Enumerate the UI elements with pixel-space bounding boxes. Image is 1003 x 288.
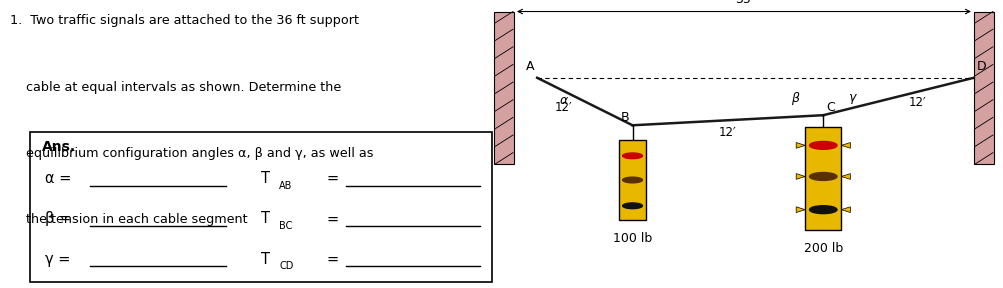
Circle shape	[808, 141, 837, 149]
Circle shape	[622, 153, 642, 159]
Circle shape	[622, 203, 642, 209]
Text: T: T	[261, 211, 270, 226]
Circle shape	[808, 173, 837, 180]
Text: C: C	[825, 101, 834, 114]
Text: γ: γ	[847, 91, 855, 104]
Polygon shape	[841, 174, 850, 179]
Text: Ans.: Ans.	[42, 140, 76, 154]
Text: =: =	[326, 171, 338, 186]
Text: BC: BC	[279, 221, 292, 231]
Text: 12′: 12′	[718, 126, 736, 139]
Text: CD: CD	[279, 262, 293, 271]
Text: γ =: γ =	[45, 252, 70, 267]
Bar	[493, 12, 514, 164]
Text: B: B	[620, 111, 629, 124]
Text: 100 lb: 100 lb	[612, 232, 652, 245]
Text: 35′: 35′	[734, 0, 752, 6]
Text: β =: β =	[45, 211, 71, 226]
Text: α =: α =	[45, 171, 71, 186]
Text: T: T	[261, 252, 270, 267]
Text: 12′: 12′	[555, 101, 572, 114]
Polygon shape	[795, 174, 804, 179]
Text: cable at equal intervals as shown. Determine the: cable at equal intervals as shown. Deter…	[10, 81, 341, 94]
Text: β: β	[790, 92, 798, 105]
Text: 12′: 12′	[908, 96, 926, 109]
Text: equilibrium configuration angles α, β and γ, as well as: equilibrium configuration angles α, β an…	[10, 147, 373, 160]
Text: A: A	[526, 60, 534, 73]
Bar	[973, 12, 993, 164]
Polygon shape	[841, 143, 850, 148]
Text: AB: AB	[279, 181, 292, 191]
Bar	[619, 140, 645, 220]
Circle shape	[622, 177, 642, 183]
Text: T: T	[261, 171, 270, 186]
Circle shape	[808, 206, 837, 214]
Bar	[30, 132, 491, 282]
Text: α: α	[559, 94, 567, 107]
Polygon shape	[795, 143, 804, 148]
Text: =: =	[326, 211, 338, 226]
Polygon shape	[795, 207, 804, 213]
Bar	[804, 127, 841, 230]
Text: D: D	[976, 60, 986, 73]
Text: 1.  Two traffic signals are attached to the 36 ft support: 1. Two traffic signals are attached to t…	[10, 14, 359, 27]
Polygon shape	[841, 207, 850, 213]
Text: =: =	[326, 252, 338, 267]
Text: 200 lb: 200 lb	[802, 242, 843, 255]
Text: the tension in each cable segment: the tension in each cable segment	[10, 213, 248, 226]
